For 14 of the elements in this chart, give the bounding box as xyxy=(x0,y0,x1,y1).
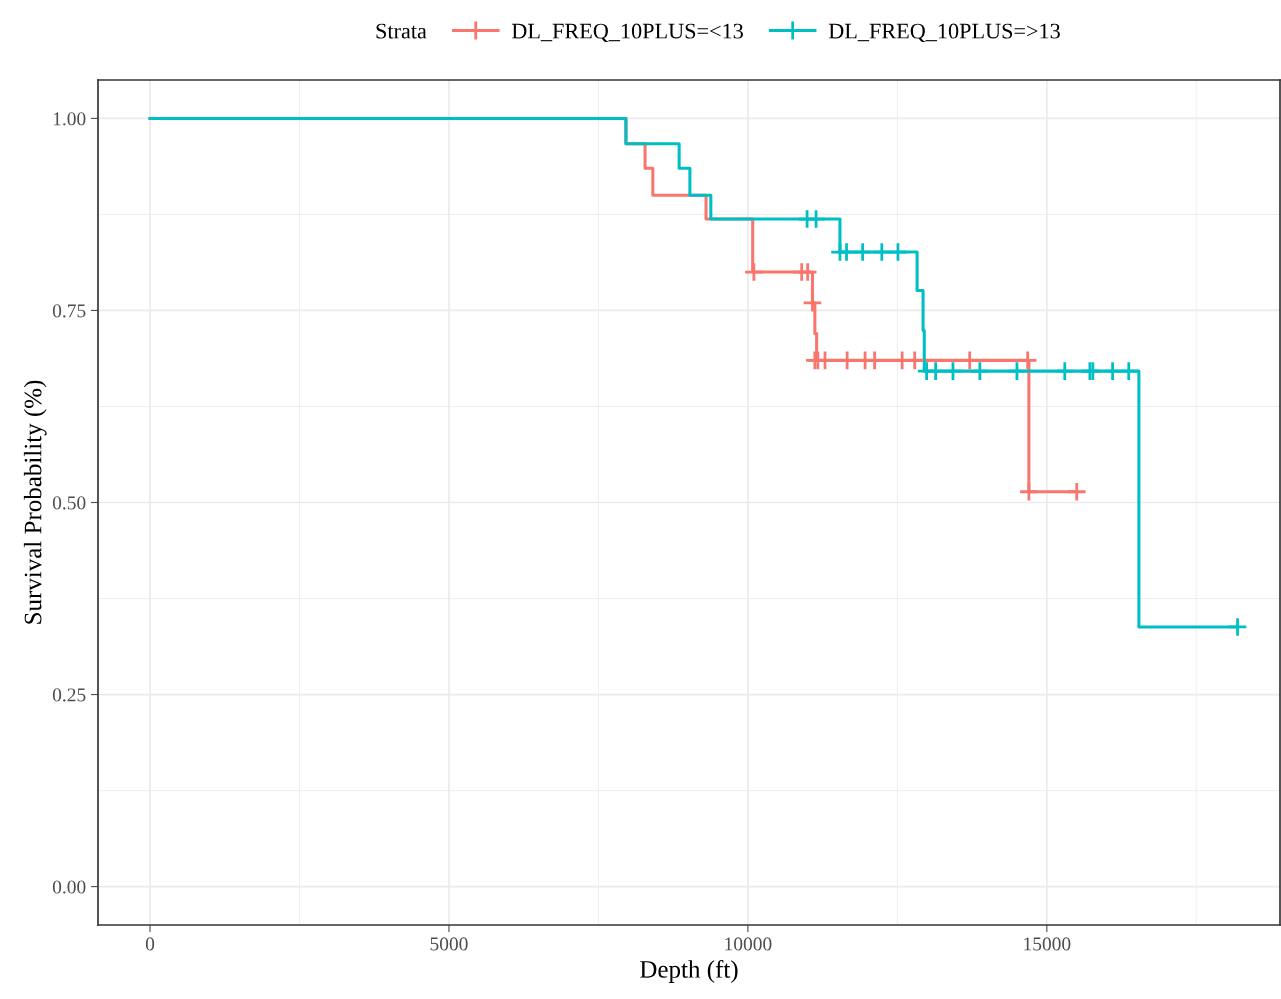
y-tick-label: 1.00 xyxy=(53,112,86,126)
legend-label: DL_FREQ_10PLUS=<13 xyxy=(511,23,743,42)
legend-label: DL_FREQ_10PLUS=>13 xyxy=(828,23,1060,42)
x-axis-title: Depth (ft) xyxy=(640,959,738,983)
x-tick-label: 5000 xyxy=(430,937,468,951)
y-tick-label: 0.75 xyxy=(52,304,86,318)
y-tick-label: 0.50 xyxy=(52,496,86,510)
legend-title: Strata xyxy=(376,23,427,39)
x-tick-label: 10000 xyxy=(725,937,772,951)
y-tick-label: 0.00 xyxy=(52,880,86,894)
x-tick-label: 0 xyxy=(145,937,155,951)
x-tick-label: 15000 xyxy=(1024,937,1071,951)
y-axis-title: Survival Probability (%) xyxy=(23,380,47,624)
y-tick-label: 0.25 xyxy=(52,688,86,702)
